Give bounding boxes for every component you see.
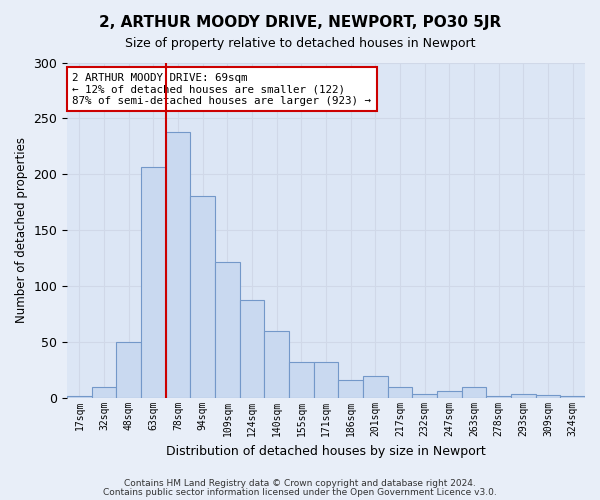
X-axis label: Distribution of detached houses by size in Newport: Distribution of detached houses by size … [166,444,486,458]
Bar [560,396,585,398]
Bar [314,362,338,398]
Bar [166,132,190,398]
Y-axis label: Number of detached properties: Number of detached properties [15,138,28,324]
Text: 2, ARTHUR MOODY DRIVE, NEWPORT, PO30 5JR: 2, ARTHUR MOODY DRIVE, NEWPORT, PO30 5JR [99,15,501,30]
Bar [338,380,363,398]
Text: Contains public sector information licensed under the Open Government Licence v3: Contains public sector information licen… [103,488,497,497]
Bar [289,362,314,398]
Text: Size of property relative to detached houses in Newport: Size of property relative to detached ho… [125,38,475,51]
Bar [536,395,560,398]
Bar [487,396,511,398]
Bar [240,300,265,398]
Bar [462,387,487,398]
Bar [141,166,166,398]
Bar [92,387,116,398]
Bar [265,331,289,398]
Bar [511,394,536,398]
Bar [190,196,215,398]
Bar [67,396,92,398]
Bar [412,394,437,398]
Text: 2 ARTHUR MOODY DRIVE: 69sqm
← 12% of detached houses are smaller (122)
87% of se: 2 ARTHUR MOODY DRIVE: 69sqm ← 12% of det… [73,72,371,106]
Bar [363,376,388,398]
Bar [116,342,141,398]
Bar [437,392,462,398]
Bar [215,262,240,398]
Bar [388,387,412,398]
Text: Contains HM Land Registry data © Crown copyright and database right 2024.: Contains HM Land Registry data © Crown c… [124,479,476,488]
